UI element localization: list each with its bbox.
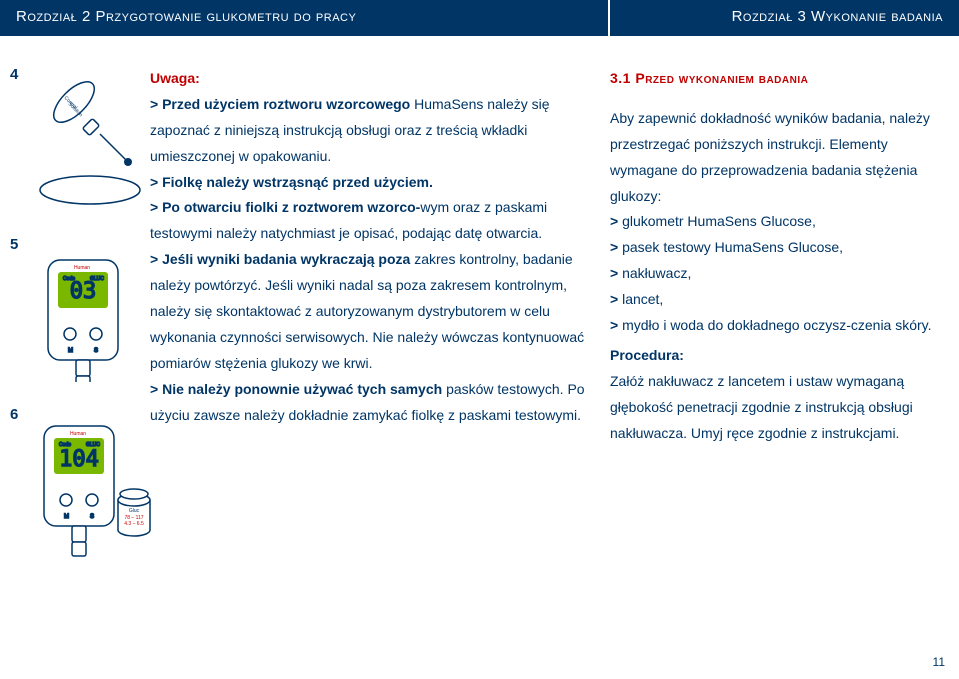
svg-text:Code: Code xyxy=(63,276,75,282)
chevron-icon: > xyxy=(150,96,162,112)
figure-4-svg: Control Solution xyxy=(30,72,150,212)
svg-text:GLUC: GLUC xyxy=(86,442,100,448)
svg-text:M: M xyxy=(68,348,73,354)
figures-column: 4 Control Solution 5 03 xyxy=(0,66,150,576)
figure-6-number: 6 xyxy=(10,406,18,423)
svg-text:S: S xyxy=(94,348,98,354)
lead-2: Fiolkę należy wstrząsnąć przed użyciem. xyxy=(162,174,433,190)
bullet-4: lancet, xyxy=(622,291,663,307)
right-intro: Aby zapewnić dokładność wyników badania,… xyxy=(610,106,934,210)
bullet-1: glukometr HumaSens Glucose, xyxy=(622,213,816,229)
procedura-title: Procedura: xyxy=(610,343,934,369)
chevron-icon: > xyxy=(150,251,162,267)
lead-1: Przed użyciem roztworu wzorcowego xyxy=(162,96,410,112)
svg-text:GLUC: GLUC xyxy=(90,276,104,282)
chevron-icon: > xyxy=(150,174,162,190)
page-number: 11 xyxy=(933,655,945,669)
svg-text:S: S xyxy=(90,514,94,520)
bullet-3: nakłuwacz, xyxy=(622,265,691,281)
content-row: 4 Control Solution 5 03 xyxy=(0,36,959,576)
header-right-title: Rozdział 3 Wykonanie badania xyxy=(732,8,943,25)
figure-6-block: 6 104 Code GLUC M S xyxy=(10,406,150,576)
procedura-body: Załóż nakłuwacz z lancetem i ustaw wymag… xyxy=(610,369,934,447)
bullet-2: pasek testowy HumaSens Glucose, xyxy=(622,239,843,255)
svg-text:Code: Code xyxy=(59,442,71,448)
bullet-5b: czenia skóry. xyxy=(851,317,932,333)
header-divider xyxy=(608,0,610,36)
chevron-icon: > xyxy=(610,213,622,229)
uwaga-label: Uwaga: xyxy=(150,70,200,86)
bullet-5: mydło i woda do dokładnego oczysz- xyxy=(622,317,851,333)
lead-5: Nie należy ponownie używać tych samych xyxy=(162,381,442,397)
middle-column: Uwaga: > Przed użyciem roztworu wzorcowe… xyxy=(150,66,610,576)
lead-4: Jeśli wyniki badania wykraczają poza xyxy=(162,251,410,267)
body-3: zakres kontrolny, badanie należy powtórz… xyxy=(150,251,584,371)
figure-5-block: 5 03 Code GLUC M S Human xyxy=(10,236,150,406)
chevron-icon: > xyxy=(610,239,622,255)
svg-text:Human: Human xyxy=(74,265,90,271)
right-column: 3.1 Przed wykonaniem badania Aby zapewni… xyxy=(610,66,950,576)
section-3-1-title: 3.1 Przed wykonaniem badania xyxy=(610,66,934,92)
svg-text:Gluc: Gluc xyxy=(129,508,140,514)
chevron-icon: > xyxy=(150,381,162,397)
chevron-icon: > xyxy=(610,291,622,307)
figure-4-number: 4 xyxy=(10,66,18,83)
header-bar: Rozdział 2 Przygotowanie glukometru do p… xyxy=(0,0,959,36)
svg-text:4.3 – 6.5: 4.3 – 6.5 xyxy=(124,521,144,527)
svg-text:Human: Human xyxy=(70,431,86,437)
figure-5-svg: 03 Code GLUC M S Human xyxy=(30,242,150,382)
svg-text:104: 104 xyxy=(59,447,99,472)
figure-4-block: 4 Control Solution xyxy=(10,66,150,236)
figure-6-svg: 104 Code GLUC M S Human Gluc xyxy=(30,412,160,562)
svg-text:03: 03 xyxy=(70,279,97,304)
chevron-icon: > xyxy=(150,199,162,215)
figure-5-number: 5 xyxy=(10,236,18,253)
header-left-title: Rozdział 2 Przygotowanie glukometru do p… xyxy=(16,8,356,25)
svg-text:M: M xyxy=(64,514,69,520)
chevron-icon: > xyxy=(610,317,622,333)
chevron-icon: > xyxy=(610,265,622,281)
lead-3: Po otwarciu fiolki z roztworem wzorco- xyxy=(162,199,420,215)
